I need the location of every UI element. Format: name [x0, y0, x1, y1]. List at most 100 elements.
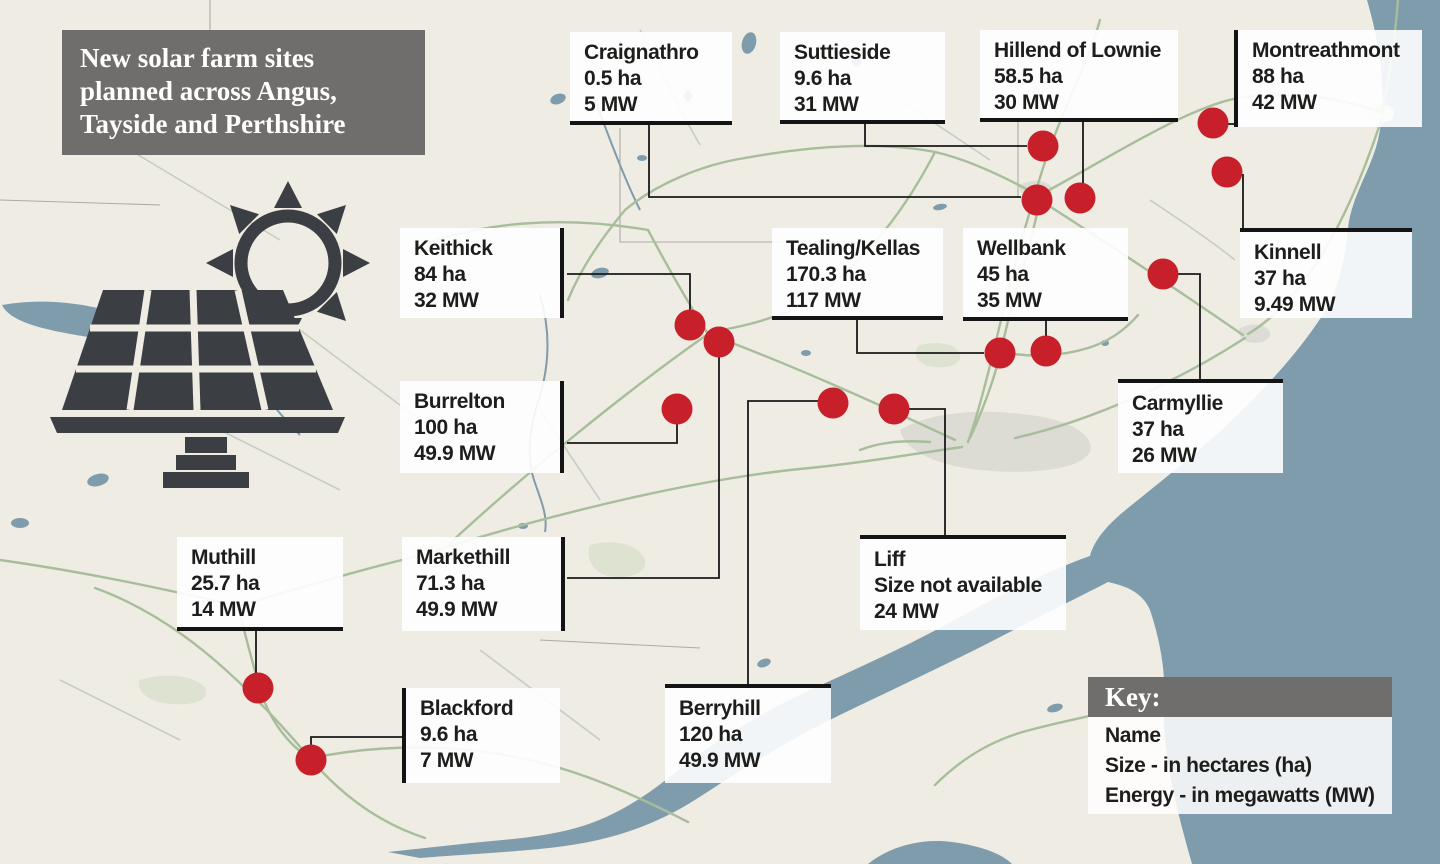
key-line: Size - in hectares (ha): [1105, 754, 1312, 777]
key-body: Name Size - in hectares (ha) Energy - in m…: [1088, 717, 1392, 814]
connector-berryhill: [747, 400, 818, 684]
site-size: 0.5 ha: [584, 67, 642, 90]
site-energy: 7 MW: [420, 749, 474, 772]
site-name: Burrelton: [414, 390, 505, 413]
site-energy: 14 MW: [191, 598, 256, 621]
title-text: New solar farm sites planned across Angus…: [80, 42, 407, 141]
title-box: New solar farm sites planned across Angus…: [62, 30, 425, 155]
site-size: 45 ha: [977, 263, 1029, 286]
site-name: Markethill: [416, 546, 511, 569]
connector-liff: [909, 408, 946, 535]
panel-icon: [50, 289, 345, 488]
connector-craignathro: [648, 125, 1021, 198]
site-energy: 42 MW: [1252, 91, 1317, 114]
connector-tealing-kellas: [856, 320, 984, 354]
site-label-markethill: Markethill 71.3 ha 49.9 MW: [402, 537, 565, 631]
site-name: Blackford: [420, 697, 514, 720]
site-label-suttieside: Suttieside 9.6 ha 31 MW: [780, 32, 945, 124]
site-energy: 26 MW: [1132, 444, 1197, 467]
site-dot-liff: [878, 393, 910, 425]
connector-blackford: [310, 736, 402, 745]
title-line: planned across Angus,: [80, 76, 337, 106]
connector-burrelton: [567, 424, 678, 444]
site-name: Suttieside: [794, 41, 891, 64]
site-label-liff: Liff Size not available 24 MW: [860, 535, 1066, 630]
site-name: Craignathro: [584, 41, 699, 64]
site-label-wellbank: Wellbank 45 ha 35 MW: [963, 228, 1128, 321]
site-size: 9.6 ha: [420, 723, 478, 746]
site-energy: 30 MW: [994, 91, 1059, 114]
site-label-muthill: Muthill 25.7 ha 14 MW: [177, 537, 343, 631]
site-size: 71.3 ha: [416, 572, 485, 595]
site-name: Kinnell: [1254, 241, 1322, 264]
site-size: 9.6 ha: [794, 67, 852, 90]
site-dot-keithick: [674, 309, 706, 341]
site-size: Size not available: [874, 574, 1042, 597]
site-label-montreathmont: Montreathmont 88 ha 42 MW: [1234, 30, 1422, 127]
site-size: 25.7 ha: [191, 572, 260, 595]
eden-estuary: [868, 840, 1012, 864]
site-energy: 5 MW: [584, 93, 638, 116]
connector-markethill: [567, 357, 720, 579]
key-header: Key:: [1088, 677, 1392, 717]
site-energy: 31 MW: [794, 93, 859, 116]
site-size: 37 ha: [1254, 267, 1306, 290]
site-size: 88 ha: [1252, 65, 1304, 88]
label-connectors: [255, 122, 1244, 745]
site-name: Carmyllie: [1132, 392, 1223, 415]
title-line: New solar farm sites: [80, 43, 315, 73]
site-size: 170.3 ha: [786, 263, 866, 286]
site-energy: 32 MW: [414, 289, 479, 312]
site-size: 84 ha: [414, 263, 466, 286]
key-line: Energy - in megawatts (MW): [1105, 784, 1375, 807]
site-label-keithick: Keithick 84 ha 32 MW: [400, 228, 564, 318]
site-energy: 35 MW: [977, 289, 1042, 312]
site-energy: 49.9 MW: [416, 598, 498, 621]
site-energy: 49.9 MW: [679, 749, 761, 772]
site-dot-burrelton: [661, 393, 693, 425]
site-dot-markethill: [703, 326, 735, 358]
site-label-carmyllie: Carmyllie 37 ha 26 MW: [1118, 379, 1283, 473]
solar-panel-icon: [50, 181, 370, 488]
site-dot-blackford: [295, 744, 327, 776]
site-dot-montreathmont: [1197, 107, 1229, 139]
site-dot-muthill: [242, 672, 274, 704]
site-name: Wellbank: [977, 237, 1066, 260]
site-energy: 9.49 MW: [1254, 293, 1336, 316]
site-label-hillend-of-lownie: Hillend of Lownie 58.5 ha 30 MW: [980, 30, 1178, 122]
site-energy: 24 MW: [874, 600, 939, 623]
site-dot-craignathro: [1021, 184, 1053, 216]
site-dot-hillend-of-lownie: [1064, 182, 1096, 214]
site-label-craignathro: Craignathro 0.5 ha 5 MW: [570, 32, 732, 125]
site-size: 100 ha: [414, 416, 477, 439]
site-energy: 49.9 MW: [414, 442, 496, 465]
site-size: 120 ha: [679, 723, 742, 746]
site-label-blackford: Blackford 9.6 ha 7 MW: [402, 688, 560, 783]
site-name: Liff: [874, 548, 906, 571]
site-dot-carmyllie: [1147, 258, 1179, 290]
connector-keithick: [567, 273, 691, 310]
site-name: Berryhill: [679, 697, 761, 720]
site-size: 58.5 ha: [994, 65, 1063, 88]
site-energy: 117 MW: [786, 289, 861, 312]
site-name: Montreathmont: [1252, 39, 1400, 62]
site-size: 37 ha: [1132, 418, 1184, 441]
site-dot-tealing-kellas: [984, 337, 1016, 369]
title-line: Tayside and Perthshire: [80, 109, 346, 139]
site-label-tealing-kellas: Tealing/Kellas 170.3 ha 117 MW: [772, 228, 943, 320]
connector-suttieside: [864, 124, 1027, 147]
connector-carmyllie: [1178, 273, 1201, 379]
site-name: Hillend of Lownie: [994, 39, 1162, 62]
site-dot-wellbank: [1030, 335, 1062, 367]
dundee-urban-area: [900, 411, 1091, 472]
site-dot-kinnell: [1211, 156, 1243, 188]
site-label-kinnell: Kinnell 37 ha 9.49 MW: [1240, 228, 1412, 318]
site-name: Tealing/Kellas: [786, 237, 921, 260]
site-name: Muthill: [191, 546, 256, 569]
key-line: Name: [1105, 724, 1161, 747]
site-dot-suttieside: [1027, 130, 1059, 162]
site-label-berryhill: Berryhill 120 ha 49.9 MW: [665, 684, 831, 783]
site-dot-berryhill: [817, 387, 849, 419]
site-label-burrelton: Burrelton 100 ha 49.9 MW: [400, 381, 564, 473]
